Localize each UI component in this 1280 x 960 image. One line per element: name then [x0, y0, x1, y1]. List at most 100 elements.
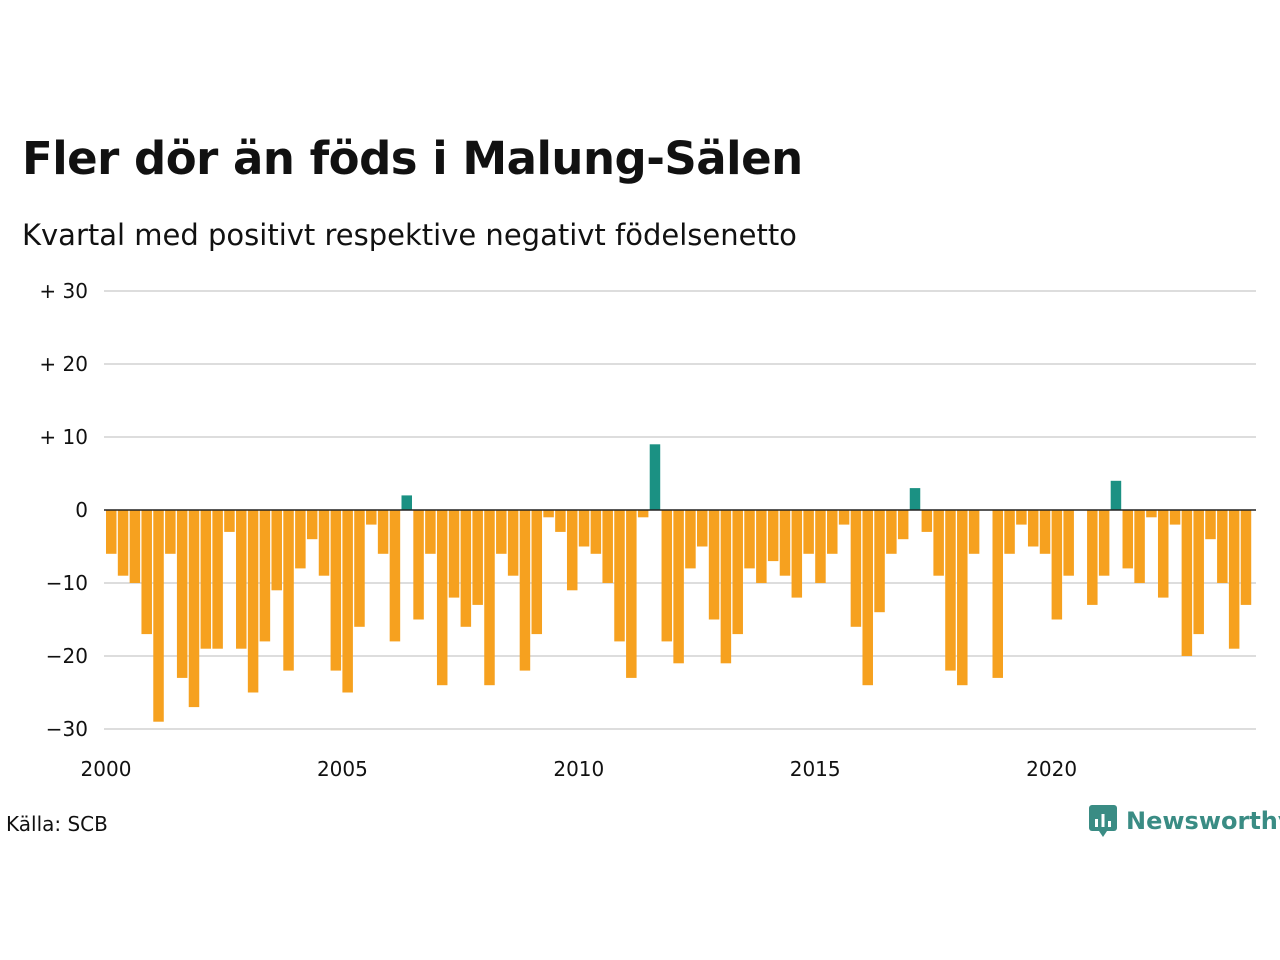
y-tick-label: −20	[46, 644, 88, 668]
bar	[283, 510, 294, 671]
bar	[484, 510, 495, 686]
bar	[472, 510, 483, 605]
bar	[1051, 510, 1063, 620]
bar	[448, 510, 460, 598]
bar	[117, 510, 129, 576]
bar	[106, 510, 117, 554]
bar	[909, 488, 921, 510]
newsworthy-logo: Newsworthy	[1088, 804, 1280, 838]
x-tick-label: 2000	[81, 757, 132, 781]
bar	[318, 510, 330, 576]
bar	[945, 510, 956, 671]
bar	[1039, 510, 1051, 554]
bar	[968, 510, 980, 554]
bar	[1146, 510, 1157, 518]
bar	[295, 510, 306, 569]
bar	[1016, 510, 1027, 525]
bar	[413, 510, 424, 620]
bar	[306, 510, 318, 540]
bar	[566, 510, 578, 591]
bar	[543, 510, 554, 518]
bar	[425, 510, 436, 554]
bar	[673, 510, 684, 664]
bar	[188, 510, 200, 708]
bar	[897, 510, 909, 540]
bar	[732, 510, 743, 635]
y-axis: + 30 + 20 + 10 0 −10 −20 −30	[39, 279, 88, 741]
x-tick-label: 2020	[1026, 757, 1077, 781]
x-axis: 2000 2005 2010 2015 2020	[81, 757, 1078, 781]
logo-text: Newsworthy	[1126, 807, 1280, 835]
bar	[555, 510, 566, 532]
bar	[590, 510, 602, 554]
y-tick-label: + 10	[39, 425, 88, 449]
gridlines	[104, 290, 1256, 730]
bar	[165, 510, 176, 554]
bar	[1228, 510, 1240, 649]
bar	[791, 510, 803, 598]
bar	[933, 510, 944, 576]
bar	[354, 510, 365, 627]
bar	[744, 510, 755, 569]
bar	[626, 510, 637, 678]
x-tick-label: 2005	[317, 757, 368, 781]
bar	[1027, 510, 1039, 547]
bar	[1087, 510, 1098, 605]
bar	[815, 510, 826, 583]
source-label: Källa: SCB	[6, 812, 108, 836]
bar	[602, 510, 613, 583]
bar	[685, 510, 696, 569]
bar	[661, 510, 673, 642]
bar	[779, 510, 791, 576]
bar	[862, 510, 873, 686]
bar	[366, 510, 377, 525]
bar	[756, 510, 767, 583]
x-tick-label: 2010	[553, 757, 604, 781]
bar	[1004, 510, 1015, 554]
bars	[106, 444, 1252, 722]
bar	[1181, 510, 1193, 656]
bar	[803, 510, 814, 554]
bar	[1063, 510, 1074, 576]
bar	[1169, 510, 1181, 525]
y-tick-label: + 20	[39, 352, 88, 376]
chart-subtitle: Kvartal med positivt respektive negativt…	[22, 218, 797, 252]
bar	[1240, 510, 1252, 605]
bar	[519, 510, 531, 671]
bar	[886, 510, 897, 554]
bar	[531, 510, 543, 635]
bar	[153, 510, 164, 722]
bar	[1110, 480, 1122, 510]
y-tick-label: −30	[46, 717, 88, 741]
bar	[129, 510, 141, 583]
bar	[838, 510, 850, 525]
bar	[1122, 510, 1134, 569]
bar	[850, 510, 862, 627]
bar	[496, 510, 507, 554]
y-tick-label: + 30	[39, 279, 88, 303]
newsworthy-chart-icon	[1089, 805, 1117, 837]
bar	[259, 510, 271, 642]
chart-title: Fler dör än föds i Malung-Sälen	[22, 132, 803, 185]
bar	[708, 510, 720, 620]
bar	[578, 510, 590, 547]
bar	[247, 510, 259, 693]
bar	[992, 510, 1003, 678]
bar	[377, 510, 389, 554]
bar	[1157, 510, 1169, 598]
bar	[649, 444, 661, 510]
bar	[637, 510, 649, 518]
bar	[342, 510, 353, 693]
bar	[212, 510, 223, 649]
bar	[1205, 510, 1216, 540]
bar	[236, 510, 247, 649]
bar	[827, 510, 838, 554]
bar	[176, 510, 188, 678]
bar	[200, 510, 212, 649]
bar	[1193, 510, 1204, 635]
bar	[141, 510, 152, 635]
x-tick-label: 2015	[790, 757, 841, 781]
bar	[614, 510, 625, 642]
bar	[697, 510, 708, 547]
